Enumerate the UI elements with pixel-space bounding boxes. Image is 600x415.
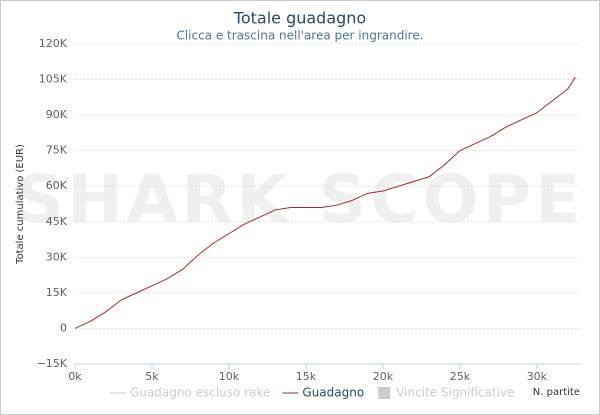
y-tick-label: 30K: [46, 250, 68, 263]
legend-label[interactable]: Guadagno escluso rake: [130, 386, 270, 400]
y-tick-label: 0: [60, 321, 67, 334]
y-tick-label: 15K: [46, 286, 68, 299]
y-tick-label: 120K: [39, 37, 68, 50]
y-axis-label: Totale cumulativo (EUR): [15, 144, 26, 265]
y-tick-label: −15K: [37, 357, 68, 370]
x-tick-label: 25k: [450, 370, 471, 383]
y-tick-label: 60K: [46, 179, 68, 192]
x-tick-label: 30k: [527, 370, 548, 383]
y-tick-label: 90K: [46, 108, 68, 121]
x-tick-label: 5k: [145, 370, 159, 383]
y-tick-label: 75K: [46, 144, 68, 157]
legend-label[interactable]: Vincite Significative: [396, 386, 514, 400]
series-line: [74, 76, 576, 329]
chart-subtitle: Clicca e trascina nell'area per ingrandi…: [176, 29, 423, 43]
legend-symbol: [378, 387, 391, 399]
legend-label[interactable]: Guadagno: [302, 386, 364, 400]
x-tick-label: 0k: [68, 370, 82, 383]
chart-title: Totale guadagno: [233, 9, 366, 28]
x-tick-label: 20k: [373, 370, 394, 383]
y-tick-label: 105K: [39, 73, 68, 86]
x-tick-label: 10k: [219, 370, 240, 383]
x-axis-label: N. partite: [533, 387, 580, 398]
x-tick-label: 15k: [296, 370, 317, 383]
y-tick-label: 45K: [46, 215, 68, 228]
watermark: SHARK SCOPE: [16, 161, 584, 238]
